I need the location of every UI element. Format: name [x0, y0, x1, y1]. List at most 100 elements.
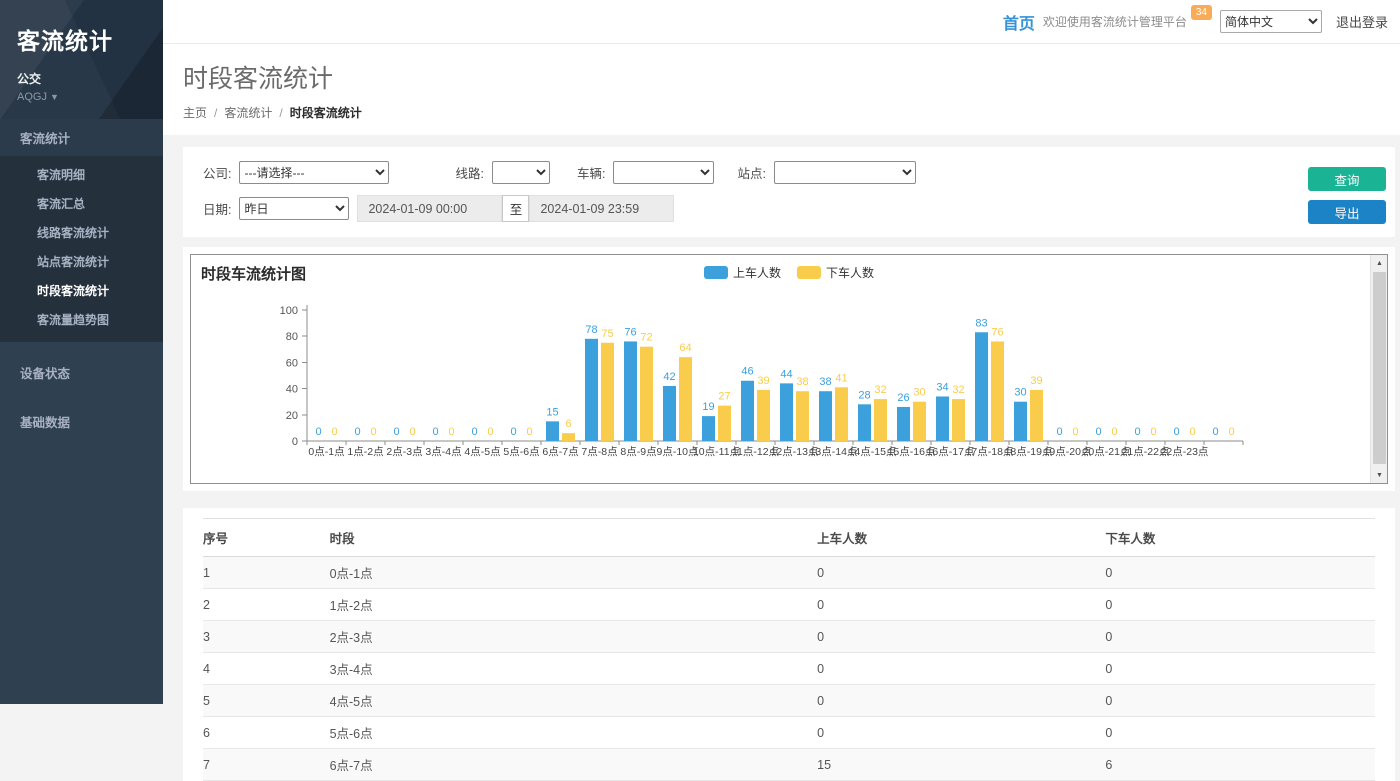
app-title: 客流统计: [17, 22, 146, 56]
notification-badge: 34: [1191, 5, 1212, 20]
table-header-3: 下车人数: [1105, 519, 1375, 557]
legend-item-0[interactable]: 上车人数: [704, 264, 781, 281]
table-header-row: 序号时段上车人数下车人数: [203, 519, 1375, 557]
sidebar-item-flow-detail[interactable]: 客流明细: [0, 160, 163, 189]
svg-text:0: 0: [331, 426, 337, 438]
scroll-down-icon[interactable]: ▼: [1371, 467, 1388, 483]
svg-text:76: 76: [624, 326, 636, 338]
breadcrumb-parent[interactable]: 客流统计: [224, 106, 272, 120]
svg-text:41: 41: [835, 372, 847, 384]
svg-text:32: 32: [952, 384, 964, 396]
page-heading: 时段客流统计 主页/客流统计/时段客流统计: [163, 44, 1400, 135]
svg-text:0点-1点: 0点-1点: [308, 446, 344, 458]
home-link[interactable]: 首页: [1003, 10, 1035, 34]
date-to-input[interactable]: [529, 195, 674, 222]
scroll-up-icon[interactable]: ▲: [1371, 255, 1388, 271]
date-from-input[interactable]: [357, 195, 502, 222]
svg-text:39: 39: [757, 375, 769, 387]
table-cell: 7: [203, 749, 330, 781]
table-row: 54点-5点00: [203, 685, 1375, 717]
svg-text:5点-6点: 5点-6点: [503, 446, 539, 458]
table-cell: 15: [817, 749, 1105, 781]
svg-text:0: 0: [1189, 426, 1195, 438]
station-select[interactable]: [774, 161, 916, 184]
breadcrumb: 主页/客流统计/时段客流统计: [183, 104, 1400, 121]
svg-text:72: 72: [640, 332, 652, 344]
table-cell: 4: [203, 653, 330, 685]
sidebar-item-flow-trend-chart[interactable]: 客流量趋势图: [0, 305, 163, 334]
chart-legend: 上车人数下车人数: [704, 264, 874, 281]
filter-panel: 公司: ---请选择--- 线路: 车辆: 站点: 日期: 昨日 至 查询: [183, 147, 1395, 237]
date-separator: 至: [502, 195, 529, 222]
logout-link[interactable]: 退出登录: [1336, 12, 1388, 31]
svg-text:32: 32: [874, 384, 886, 396]
table-header-2: 上车人数: [817, 519, 1105, 557]
breadcrumb-current: 时段客流统计: [290, 106, 362, 120]
breadcrumb-separator: /: [214, 106, 217, 120]
svg-text:30: 30: [913, 387, 925, 399]
export-button[interactable]: 导出: [1308, 200, 1386, 224]
svg-text:0: 0: [448, 426, 454, 438]
svg-text:0: 0: [1095, 426, 1101, 438]
table-row: 10点-1点00: [203, 557, 1375, 589]
welcome-text: 欢迎使用客流统计管理平台: [1043, 13, 1187, 30]
svg-text:42: 42: [663, 371, 675, 383]
table-cell: 2点-3点: [330, 621, 818, 653]
table-cell: 0: [817, 685, 1105, 717]
svg-text:20: 20: [286, 410, 298, 422]
vertical-scrollbar[interactable]: ▲ ▼: [1370, 255, 1387, 483]
svg-text:15: 15: [546, 406, 558, 418]
sidebar-item-passenger-flow-stats[interactable]: 客流统计: [0, 119, 163, 156]
svg-text:38: 38: [796, 376, 808, 388]
date-range-select[interactable]: 昨日: [239, 197, 349, 220]
svg-text:22点-23点: 22点-23点: [1161, 446, 1209, 458]
language-select[interactable]: 简体中文: [1220, 10, 1322, 33]
svg-text:0: 0: [1212, 426, 1218, 438]
filter-actions: 查询 导出: [1308, 167, 1386, 224]
sidebar-item-device-status[interactable]: 设备状态: [0, 354, 163, 391]
vehicle-select[interactable]: [613, 161, 714, 184]
table-header-0: 序号: [203, 519, 330, 557]
vehicle-label: 车辆:: [577, 163, 605, 182]
svg-text:0: 0: [370, 426, 376, 438]
page-title: 时段客流统计: [183, 59, 1400, 95]
breadcrumb-home[interactable]: 主页: [183, 106, 207, 120]
svg-text:40: 40: [286, 384, 298, 396]
svg-text:0: 0: [409, 426, 415, 438]
table-cell: 2: [203, 589, 330, 621]
svg-text:80: 80: [286, 331, 298, 343]
sidebar-item-base-data[interactable]: 基础数据: [0, 403, 163, 440]
table-cell: 6: [1105, 749, 1375, 781]
company-select[interactable]: ---请选择---: [239, 161, 389, 184]
line-select[interactable]: [492, 161, 550, 184]
sidebar-item-line-flow-stats[interactable]: 线路客流统计: [0, 218, 163, 247]
svg-text:7点-8点: 7点-8点: [581, 446, 617, 458]
sidebar-item-station-flow-stats[interactable]: 站点客流统计: [0, 247, 163, 276]
table-row: 21点-2点00: [203, 589, 1375, 621]
svg-text:100: 100: [280, 305, 298, 317]
svg-text:75: 75: [601, 328, 613, 340]
user-dropdown[interactable]: AQGJ▼: [17, 91, 146, 103]
svg-text:78: 78: [585, 324, 597, 336]
sidebar-menu: 客流统计客流明细客流汇总线路客流统计站点客流统计时段客流统计客流量趋势图设备状态…: [0, 119, 163, 440]
table-cell: 0: [817, 589, 1105, 621]
svg-text:60: 60: [286, 357, 298, 369]
table-row: 76点-7点156: [203, 749, 1375, 781]
sidebar-item-period-flow-stats[interactable]: 时段客流统计: [0, 276, 163, 305]
query-button[interactable]: 查询: [1308, 167, 1386, 191]
chart-panel: 0204060801000点-1点1点-2点2点-3点3点-4点4点-5点5点-…: [183, 247, 1395, 491]
table-cell: 6: [203, 717, 330, 749]
line-label: 线路:: [455, 163, 483, 182]
table-cell: 5: [203, 685, 330, 717]
date-label: 日期:: [203, 199, 231, 218]
table-panel: 序号时段上车人数下车人数 10点-1点0021点-2点0032点-3点0043点…: [183, 508, 1395, 781]
legend-item-1[interactable]: 下车人数: [797, 264, 874, 281]
svg-text:27: 27: [718, 391, 730, 403]
scrollbar-thumb[interactable]: [1373, 272, 1386, 464]
sidebar-item-flow-summary[interactable]: 客流汇总: [0, 189, 163, 218]
table-row: 43点-4点00: [203, 653, 1375, 685]
table-row: 65点-6点00: [203, 717, 1375, 749]
company-label: 公司:: [203, 163, 231, 182]
svg-text:0: 0: [526, 426, 532, 438]
org-label: 公交: [17, 70, 146, 87]
